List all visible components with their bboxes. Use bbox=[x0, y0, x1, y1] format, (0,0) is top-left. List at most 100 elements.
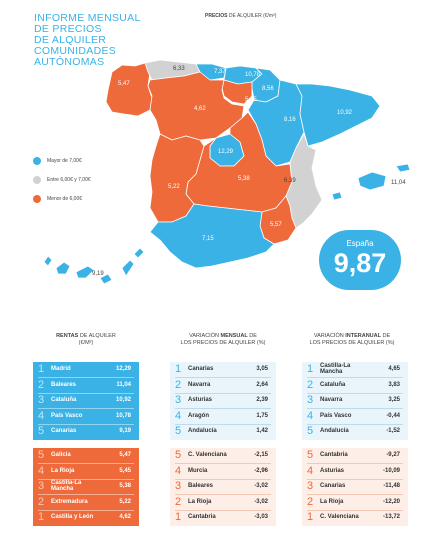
rank-number: 5 bbox=[38, 425, 45, 437]
column-title-rest: DE bbox=[380, 333, 391, 339]
rank-number: 3 bbox=[175, 394, 182, 406]
region-name: Cataluña bbox=[51, 397, 77, 403]
region-value: 3,05 bbox=[256, 366, 268, 372]
column-title-mensual: VARIACIÓN MENSUAL DE LOS PRECIOS DE ALQU… bbox=[166, 333, 280, 347]
region-name: Madrid bbox=[51, 366, 71, 372]
row-divider bbox=[307, 377, 403, 378]
region-baleares-ibiza[interactable] bbox=[331, 191, 343, 201]
region-name: Canarias bbox=[320, 483, 346, 489]
region-value: -2,15 bbox=[254, 452, 268, 458]
legend-item-low: Menor de 6,00€ bbox=[33, 195, 82, 203]
region-canarias-lanzarote[interactable] bbox=[133, 247, 145, 259]
map-label-andalucia: 7,15 bbox=[202, 236, 214, 242]
row-divider bbox=[307, 509, 403, 510]
map-label-extremadura: 5,22 bbox=[168, 184, 180, 190]
region-value: 4,65 bbox=[388, 366, 400, 372]
title-line: COMUNIDADES bbox=[34, 45, 117, 57]
region-name: País Vasco bbox=[51, 412, 83, 419]
map-label-castilla-la-mancha: 5,38 bbox=[238, 176, 250, 182]
region-value: -12,20 bbox=[382, 498, 400, 505]
region-baleares-menorca[interactable] bbox=[395, 163, 411, 173]
rank-number: 5 bbox=[38, 449, 45, 461]
rank-number: 5 bbox=[307, 425, 314, 437]
region-baleares[interactable] bbox=[357, 171, 387, 191]
region-value: 10,92 bbox=[115, 397, 131, 403]
region-canarias-la-palma[interactable] bbox=[43, 255, 53, 267]
region-value: 3,83 bbox=[388, 381, 400, 388]
map-label-murcia: 5,57 bbox=[270, 222, 282, 228]
rank-number: 3 bbox=[175, 480, 182, 492]
ranking-row: 4 País Vasco 10,78 bbox=[33, 409, 139, 424]
region-name: Castilla-La Mancha bbox=[51, 480, 82, 492]
region-galicia[interactable] bbox=[105, 62, 153, 117]
region-name: C. Valenciana bbox=[320, 514, 359, 520]
column-title-line2: LOS PRECIOS DE ALQUILER (%) bbox=[180, 340, 266, 346]
ranking-row: 1 C. Valenciana -13,72 bbox=[302, 510, 408, 526]
region-value: -0,44 bbox=[386, 412, 400, 419]
ranking-row: 5 Andalucía 1,42 bbox=[170, 424, 276, 440]
ranking-row: 5 Andalucía -1,52 bbox=[302, 424, 408, 440]
region-name: La Rioja bbox=[320, 498, 344, 505]
spain-value: 9,87 bbox=[333, 248, 387, 278]
report-title: INFORME MENSUAL DE PRECIOS DE ALQUILER C… bbox=[34, 13, 174, 68]
ranking-row: 2 Navarra 2,64 bbox=[170, 378, 276, 393]
rank-number: 2 bbox=[38, 495, 45, 508]
region-value: 5,38 bbox=[119, 483, 131, 489]
row-divider bbox=[307, 392, 403, 393]
map-caption-bold: PRECIOS bbox=[205, 13, 228, 19]
title-line: DE ALQUILER bbox=[34, 34, 107, 46]
region-name: Asturias bbox=[320, 467, 345, 474]
map-label-cantabria: 7,37 bbox=[214, 69, 226, 75]
rank-number: 5 bbox=[307, 449, 314, 461]
title-line: DE PRECIOS bbox=[34, 23, 102, 35]
map-label-pais-vasco: 10,78 bbox=[245, 72, 261, 78]
rank-number: 1 bbox=[38, 363, 45, 375]
ranking-row: 2 Baleares 11,04 bbox=[33, 378, 139, 393]
ranking-row: 3 Baleares -3,02 bbox=[170, 479, 276, 495]
row-divider bbox=[307, 463, 403, 464]
region-name: Asturias bbox=[188, 397, 213, 403]
region-canarias[interactable] bbox=[55, 261, 71, 275]
row-divider bbox=[38, 392, 134, 393]
ranking-row: 3 Cataluña 10,92 bbox=[33, 393, 139, 409]
rank-number: 3 bbox=[307, 480, 314, 492]
row-divider bbox=[307, 478, 403, 479]
map-label-c-valenciana: 6,39 bbox=[284, 178, 296, 184]
region-value: 1,42 bbox=[256, 428, 268, 434]
region-name: La Rioja bbox=[188, 498, 212, 505]
ranking-row: 2 Cataluña 3,83 bbox=[302, 378, 408, 393]
ranking-row: 5 Cantabria -9,27 bbox=[302, 448, 408, 464]
region-value: -3,02 bbox=[254, 498, 268, 505]
column-title-rest: DE ALQUILER bbox=[78, 333, 116, 339]
row-divider bbox=[175, 509, 271, 510]
region-name: Aragón bbox=[188, 412, 209, 419]
region-value: 10,78 bbox=[115, 412, 131, 419]
region-value: 2,39 bbox=[256, 397, 268, 403]
region-canarias-gran-canaria[interactable] bbox=[99, 273, 113, 285]
region-cataluna[interactable] bbox=[295, 83, 381, 147]
rank-number: 2 bbox=[307, 378, 314, 391]
rank-number: 2 bbox=[38, 378, 45, 391]
region-name: Extremadura bbox=[51, 498, 88, 505]
region-la-rioja[interactable] bbox=[221, 79, 253, 105]
region-value: 5,22 bbox=[119, 498, 131, 505]
rank-number: 4 bbox=[175, 464, 182, 477]
ranking-row: 1 Canarias 3,05 bbox=[170, 362, 276, 378]
column-title-bold: RENTAS bbox=[56, 333, 79, 339]
region-canarias-fuerteventura[interactable] bbox=[121, 259, 135, 277]
ranking-row: 4 Aragón 1,75 bbox=[170, 409, 276, 424]
region-canarias-tenerife[interactable] bbox=[75, 265, 95, 279]
map-caption-rest: DE ALQUILER (€/m²) bbox=[227, 13, 277, 19]
region-name: Cantabria bbox=[320, 452, 348, 458]
rank-number: 2 bbox=[307, 495, 314, 508]
region-value: 11,04 bbox=[116, 381, 131, 388]
row-divider bbox=[307, 494, 403, 495]
row-divider bbox=[38, 494, 134, 495]
region-value: 12,29 bbox=[115, 366, 131, 372]
rank-number: 4 bbox=[307, 409, 314, 422]
region-andalucia[interactable] bbox=[149, 203, 275, 269]
region-name: Andalucía bbox=[320, 428, 349, 434]
region-name: Murcia bbox=[188, 467, 208, 474]
row-divider bbox=[175, 423, 271, 424]
